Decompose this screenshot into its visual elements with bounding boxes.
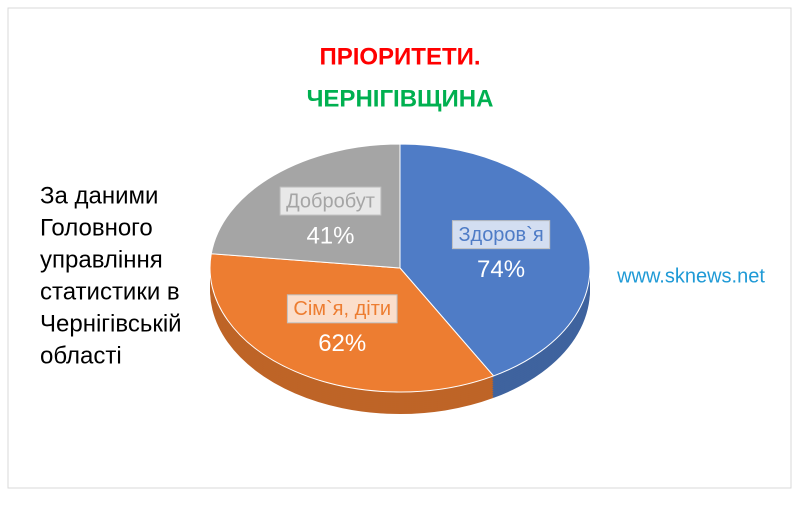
- category-label: Сім`я, діти: [293, 298, 391, 320]
- annotation-line: управління: [40, 246, 163, 273]
- chart-subtitle: ЧЕРНІГІВЩИНА: [307, 85, 494, 112]
- value-label: 74%: [477, 256, 525, 283]
- annotation-line: Чернігівській: [40, 310, 182, 337]
- annotation-line: статистики в: [40, 278, 180, 305]
- chart-title: ПРІОРИТЕТИ.: [319, 43, 480, 70]
- category-label-box: [279, 186, 382, 216]
- category-label-box: [451, 220, 551, 250]
- annotation-line: За даними: [40, 182, 158, 209]
- category-label: Здоров`я: [458, 224, 543, 246]
- pie: Здоров`я 74% Сім`я, діти 62% Добробут 41%: [209, 143, 591, 415]
- category-label-box: [286, 294, 398, 324]
- annotation-line: Головного: [40, 214, 153, 241]
- category-label: Добробут: [286, 190, 375, 212]
- value-label: 62%: [318, 330, 366, 357]
- slice: [399, 143, 591, 377]
- source: www.sknews.net: [616, 265, 765, 287]
- annotation-line: області: [40, 342, 122, 369]
- annotation: За даними Головного управління статистики в…: [40, 182, 182, 369]
- value-label: 41%: [306, 222, 354, 249]
